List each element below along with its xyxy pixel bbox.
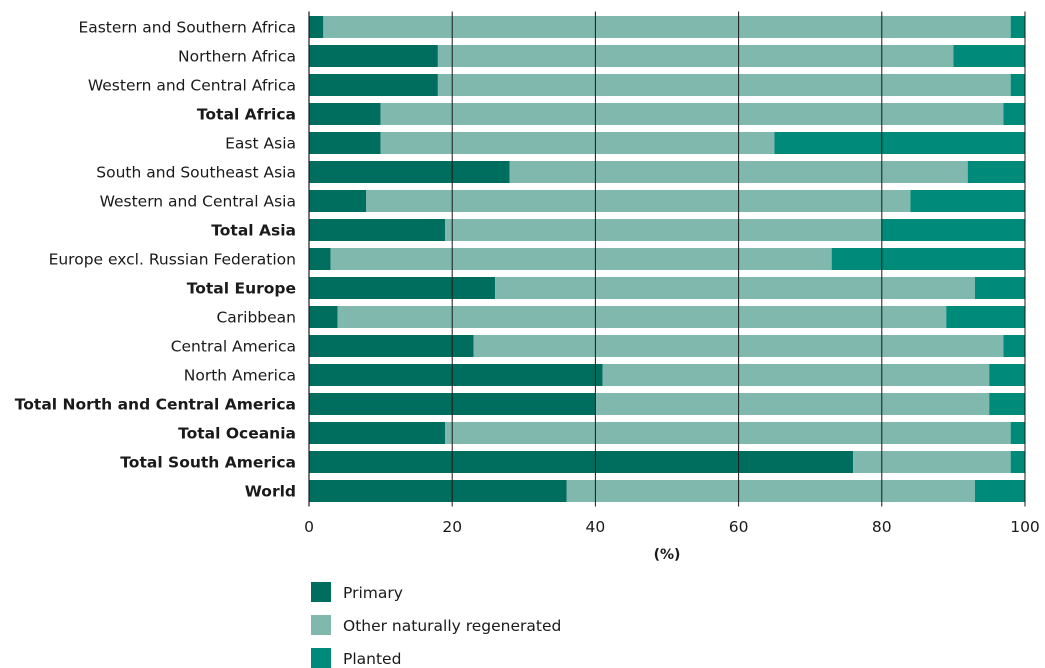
bar-planted-14 — [1010, 422, 1025, 444]
bar-planted-9 — [974, 277, 1025, 299]
bar-other-naturally-regenerated-0 — [323, 16, 1011, 38]
category-label: Total North and Central America — [15, 396, 296, 414]
bar-planted-7 — [881, 219, 1025, 241]
bar-planted-1 — [953, 45, 1025, 67]
category-label: Total Africa — [197, 106, 296, 124]
bar-primary-5 — [309, 161, 510, 183]
legend-swatch-primary — [311, 582, 331, 602]
bar-planted-10 — [946, 306, 1025, 328]
bar-primary-9 — [309, 277, 496, 299]
x-tick-label: 20 — [442, 518, 462, 536]
bar-other-naturally-regenerated-6 — [366, 190, 911, 212]
bar-primary-0 — [309, 16, 324, 38]
bar-primary-6 — [309, 190, 367, 212]
bar-other-naturally-regenerated-3 — [380, 103, 1004, 125]
category-labels-group: Eastern and Southern Africa Northern Afri… — [15, 19, 296, 501]
bar-planted-16 — [974, 480, 1025, 502]
bar-primary-4 — [309, 132, 381, 154]
category-label: Total Asia — [211, 222, 296, 240]
bar-primary-7 — [309, 219, 446, 241]
legend-swatch-other-naturally-regenerated — [311, 615, 331, 635]
bar-primary-12 — [309, 364, 603, 386]
bar-primary-10 — [309, 306, 338, 328]
x-tick-label: 80 — [872, 518, 892, 536]
bar-planted-6 — [910, 190, 1025, 212]
bar-other-naturally-regenerated-4 — [380, 132, 775, 154]
legend: Primary Other naturally regenerated Plante… — [311, 582, 561, 668]
bar-other-naturally-regenerated-8 — [330, 248, 832, 270]
bar-other-naturally-regenerated-7 — [445, 219, 882, 241]
category-label: Total Europe — [187, 280, 296, 298]
bar-primary-2 — [309, 74, 438, 96]
category-label: East Asia — [225, 135, 296, 153]
bar-planted-5 — [967, 161, 1025, 183]
bar-primary-11 — [309, 335, 474, 357]
category-label: Central America — [171, 338, 296, 356]
category-label: Western and Central Asia — [100, 193, 296, 211]
bar-planted-15 — [1010, 451, 1025, 473]
bar-planted-11 — [1003, 335, 1025, 357]
bar-planted-12 — [989, 364, 1025, 386]
category-label: Western and Central Africa — [88, 77, 296, 95]
grid-group — [451, 11, 1026, 507]
bar-primary-1 — [309, 45, 438, 67]
legend-label: Primary — [343, 584, 403, 602]
bar-planted-0 — [1010, 16, 1025, 38]
bar-primary-3 — [309, 103, 381, 125]
bar-primary-15 — [309, 451, 854, 473]
category-label: Europe excl. Russian Federation — [49, 251, 296, 269]
bar-other-naturally-regenerated-1 — [437, 45, 954, 67]
bar-other-naturally-regenerated-13 — [595, 393, 990, 415]
category-label: Caribbean — [216, 309, 296, 327]
bar-other-naturally-regenerated-15 — [853, 451, 1011, 473]
legend-label: Other naturally regenerated — [343, 617, 561, 635]
category-label: Eastern and Southern Africa — [78, 19, 296, 37]
category-label: Total South America — [120, 454, 296, 472]
x-axis-label: (%) — [654, 547, 681, 563]
category-label: Northern Africa — [178, 48, 296, 66]
bar-primary-16 — [309, 480, 567, 502]
legend-swatch-planted — [311, 648, 331, 668]
category-label: Total Oceania — [178, 425, 296, 443]
bar-planted-4 — [774, 132, 1025, 154]
bar-primary-8 — [309, 248, 331, 270]
x-tick-labels-group: 0 20 40 60 80 100 — [304, 518, 1040, 536]
bar-primary-14 — [309, 422, 446, 444]
x-tick-label: 40 — [586, 518, 606, 536]
bars-group — [309, 16, 1025, 502]
bar-other-naturally-regenerated-2 — [437, 74, 1011, 96]
bar-other-naturally-regenerated-16 — [566, 480, 975, 502]
bar-planted-8 — [831, 248, 1025, 270]
category-label: North America — [184, 367, 296, 385]
bar-other-naturally-regenerated-14 — [445, 422, 1011, 444]
legend-label: Planted — [343, 650, 401, 668]
x-tick-label: 100 — [1010, 518, 1040, 536]
bar-planted-13 — [989, 393, 1025, 415]
category-label: World — [245, 483, 296, 501]
bar-other-naturally-regenerated-9 — [495, 277, 975, 299]
category-label: South and Southeast Asia — [96, 164, 296, 182]
bar-planted-2 — [1010, 74, 1025, 96]
bar-other-naturally-regenerated-12 — [602, 364, 990, 386]
x-tick-label: 0 — [304, 518, 314, 536]
bar-planted-3 — [1003, 103, 1025, 125]
x-tick-label: 60 — [729, 518, 749, 536]
bar-other-naturally-regenerated-10 — [337, 306, 947, 328]
